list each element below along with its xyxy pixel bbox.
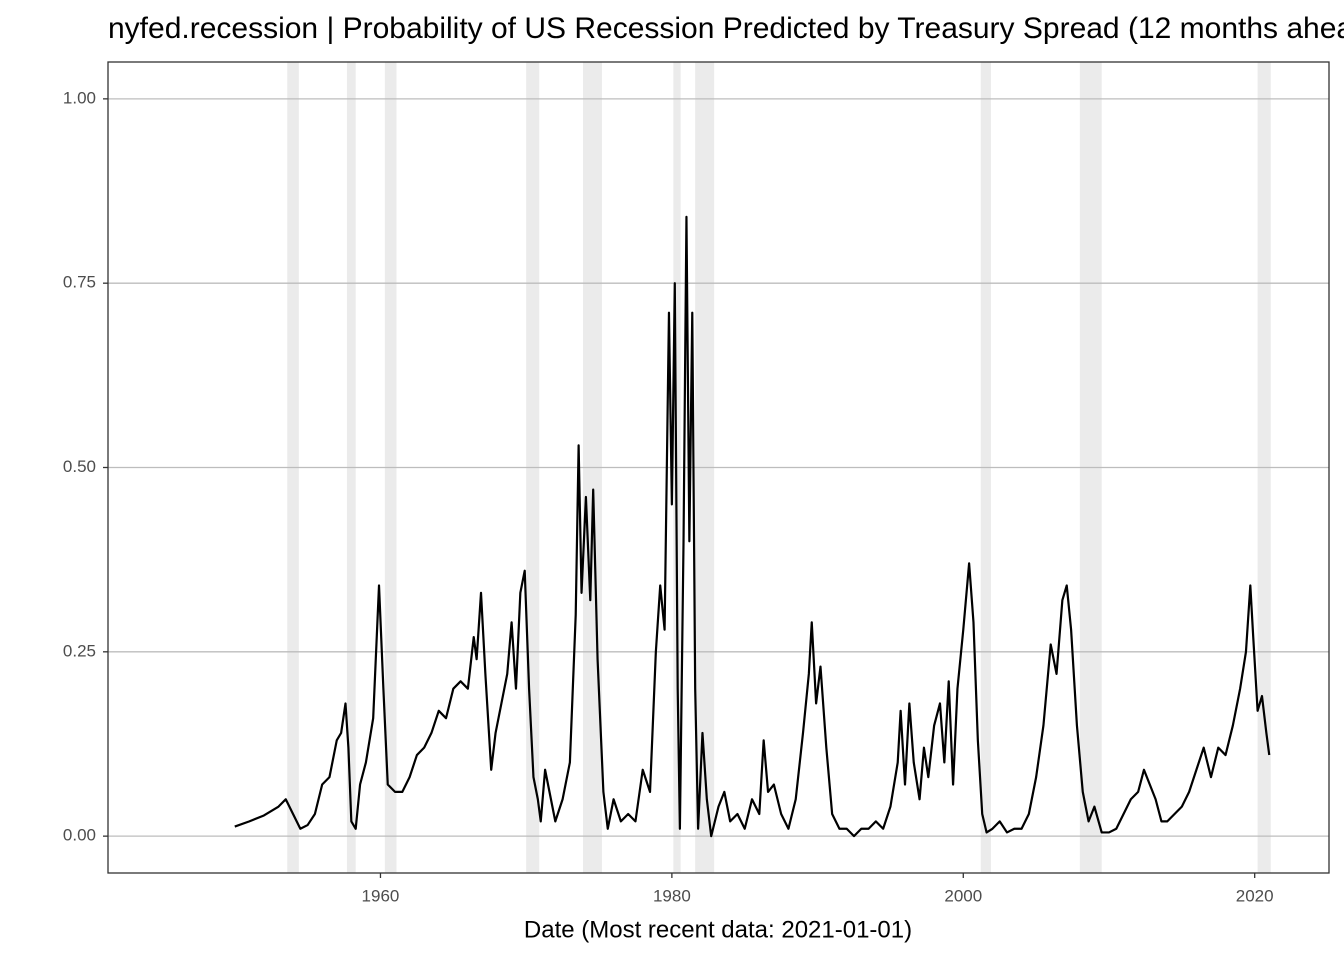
- x-tick-label: 1980: [653, 886, 691, 905]
- x-tick-label: 2020: [1236, 886, 1274, 905]
- x-tick-label: 2000: [944, 886, 982, 905]
- y-tick-label: 0.50: [63, 457, 96, 476]
- y-tick-label: 0.00: [63, 826, 96, 845]
- y-tick-label: 0.25: [63, 641, 96, 660]
- chart-title: nyfed.recession | Probability of US Rece…: [108, 12, 1344, 45]
- data-line: [234, 215, 1271, 838]
- x-tick-label: 1960: [362, 886, 400, 905]
- y-tick-label: 1.00: [63, 88, 96, 107]
- y-tick-label: 0.75: [63, 273, 96, 292]
- x-axis-label: Date (Most recent data: 2021-01-01): [524, 916, 912, 943]
- panel-border: [107, 61, 1330, 874]
